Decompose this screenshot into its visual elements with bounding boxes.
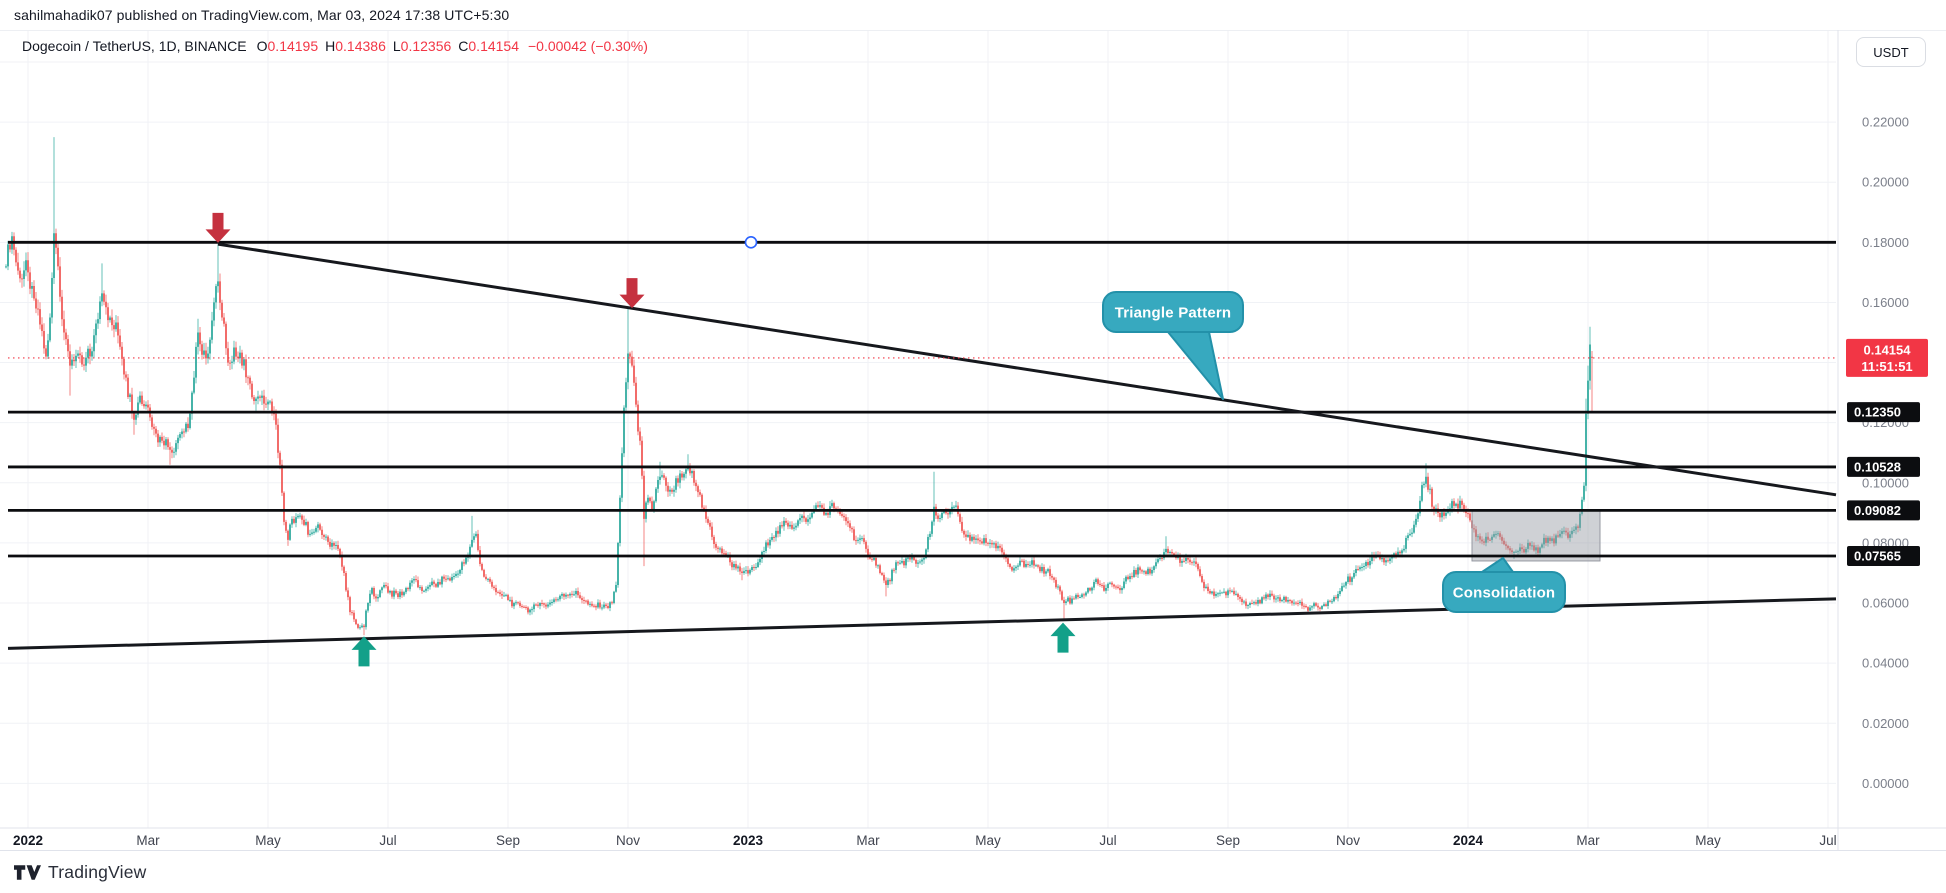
tradingview-logo[interactable]: TradingView <box>14 862 147 883</box>
time-axis-tick-label: Jul <box>379 833 396 848</box>
callout-box <box>1442 571 1566 613</box>
gridlines <box>0 31 1836 828</box>
ohlc-open: O0.14195 <box>256 38 319 54</box>
price-axis[interactable]: 0.220000.200000.180000.160000.140000.120… <box>1846 115 1928 791</box>
time-axis-tick-label: 2022 <box>13 833 43 848</box>
ohlc-high: H0.14386 <box>325 38 386 54</box>
publish-info-bar: sahilmahadik07 published on TradingView.… <box>14 0 509 30</box>
svg-text:0.09082: 0.09082 <box>1854 503 1901 518</box>
currency-unit-button[interactable]: USDT <box>1856 37 1926 67</box>
callout-tail <box>1167 331 1224 400</box>
level-price-axis-label: 0.10528 <box>1847 456 1920 477</box>
time-axis-tick-label: Jul <box>1099 833 1116 848</box>
svg-text:11:51:51: 11:51:51 <box>1861 359 1912 374</box>
price-axis-tick-label: 0.20000 <box>1862 175 1909 190</box>
price-axis-tick-label: 0.02000 <box>1862 716 1909 731</box>
callout-box <box>1102 291 1244 333</box>
down-candle-bodies <box>9 233 1593 628</box>
tradingview-logo-text: TradingView <box>48 861 147 882</box>
time-axis-tick-label: May <box>1695 833 1721 848</box>
price-axis-tick-label: 0.00000 <box>1862 776 1909 791</box>
price-axis-tick-label: 0.10000 <box>1862 475 1909 490</box>
time-axis-tick-label: Mar <box>856 833 880 848</box>
callout-text: Consolidation <box>1453 585 1556 602</box>
time-axis-tick-label: Jul <box>1819 833 1836 848</box>
price-axis-tick-label: 0.16000 <box>1862 295 1909 310</box>
price-axis-tick-label: 0.22000 <box>1862 115 1909 130</box>
callout-text: Triangle Pattern <box>1115 305 1232 322</box>
current-price-axis-label: 0.14154 11:51:51 <box>1846 338 1928 377</box>
svg-text:0.10528: 0.10528 <box>1854 459 1901 474</box>
symbol-header: Dogecoin / TetherUS, 1D, BINANCE O0.1419… <box>22 36 648 56</box>
up-arrow-marker[interactable] <box>351 636 377 667</box>
time-axis-tick-label: 2024 <box>1453 833 1484 848</box>
time-axis-tick-label: Mar <box>1576 833 1600 848</box>
time-axis-tick-label: Sep <box>496 833 520 848</box>
time-axis-tick-label: Sep <box>1216 833 1240 848</box>
time-axis-tick-label: May <box>255 833 281 848</box>
svg-text:0.12350: 0.12350 <box>1854 405 1901 420</box>
time-axis-tick-label: Nov <box>1336 833 1360 848</box>
triangle-pattern-callout[interactable]: Triangle Pattern <box>1102 291 1244 400</box>
svg-text:0.07565: 0.07565 <box>1854 548 1901 563</box>
time-axis-tick-label: May <box>975 833 1001 848</box>
line-drag-handle[interactable] <box>744 236 758 249</box>
ohlc-low: L0.12356 <box>392 38 452 54</box>
time-axis[interactable]: 2022 Mar May Jul Sep Nov 2023 Mar May Jul Sep Nov 20… <box>13 833 1837 848</box>
consolidation-callout[interactable]: Consolidation <box>1442 557 1566 613</box>
up-arrow-marker[interactable] <box>1050 622 1076 653</box>
time-axis-tick-label: Mar <box>136 833 160 848</box>
ohlc-readout: O0.14195 H0.14386 L0.12356 C0.14154 <box>257 38 526 54</box>
chart-widget-top-border <box>0 30 1946 31</box>
down-arrow-marker[interactable] <box>619 278 645 309</box>
down-arrow-marker[interactable] <box>205 212 231 243</box>
up-candle-bodies <box>5 233 1591 629</box>
tradingview-logo-icon <box>14 864 41 880</box>
level-price-axis-label: 0.09082 <box>1847 500 1920 521</box>
svg-text:0.14154: 0.14154 <box>1864 342 1912 357</box>
consolidation-zone-box[interactable] <box>1471 510 1601 562</box>
candlestick-chart-canvas[interactable]: Triangle Pattern Consolidation 0.22000 0.20… <box>0 30 1946 851</box>
time-axis-tick-label: Nov <box>616 833 640 848</box>
price-axis-tick-label: 0.04000 <box>1862 656 1909 671</box>
footer-bar: TradingView <box>0 851 1946 893</box>
symbol-title: Dogecoin / TetherUS, 1D, BINANCE <box>22 38 247 54</box>
price-change: −0.00042 (−0.30%) <box>528 38 648 54</box>
descending-resistance-trendline[interactable] <box>217 242 1837 497</box>
publish-info-text: sahilmahadik07 published on TradingView.… <box>14 7 510 23</box>
ohlc-close: C0.14154 <box>458 38 519 54</box>
candlestick-series[interactable] <box>5 137 1593 636</box>
time-axis-tick-label: 2023 <box>733 833 764 848</box>
price-axis-tick-label: 0.18000 <box>1862 235 1909 250</box>
level-price-axis-label: 0.07565 <box>1847 545 1920 566</box>
price-axis-tick-label: 0.06000 <box>1862 596 1909 611</box>
level-price-axis-label: 0.12350 <box>1847 402 1920 423</box>
